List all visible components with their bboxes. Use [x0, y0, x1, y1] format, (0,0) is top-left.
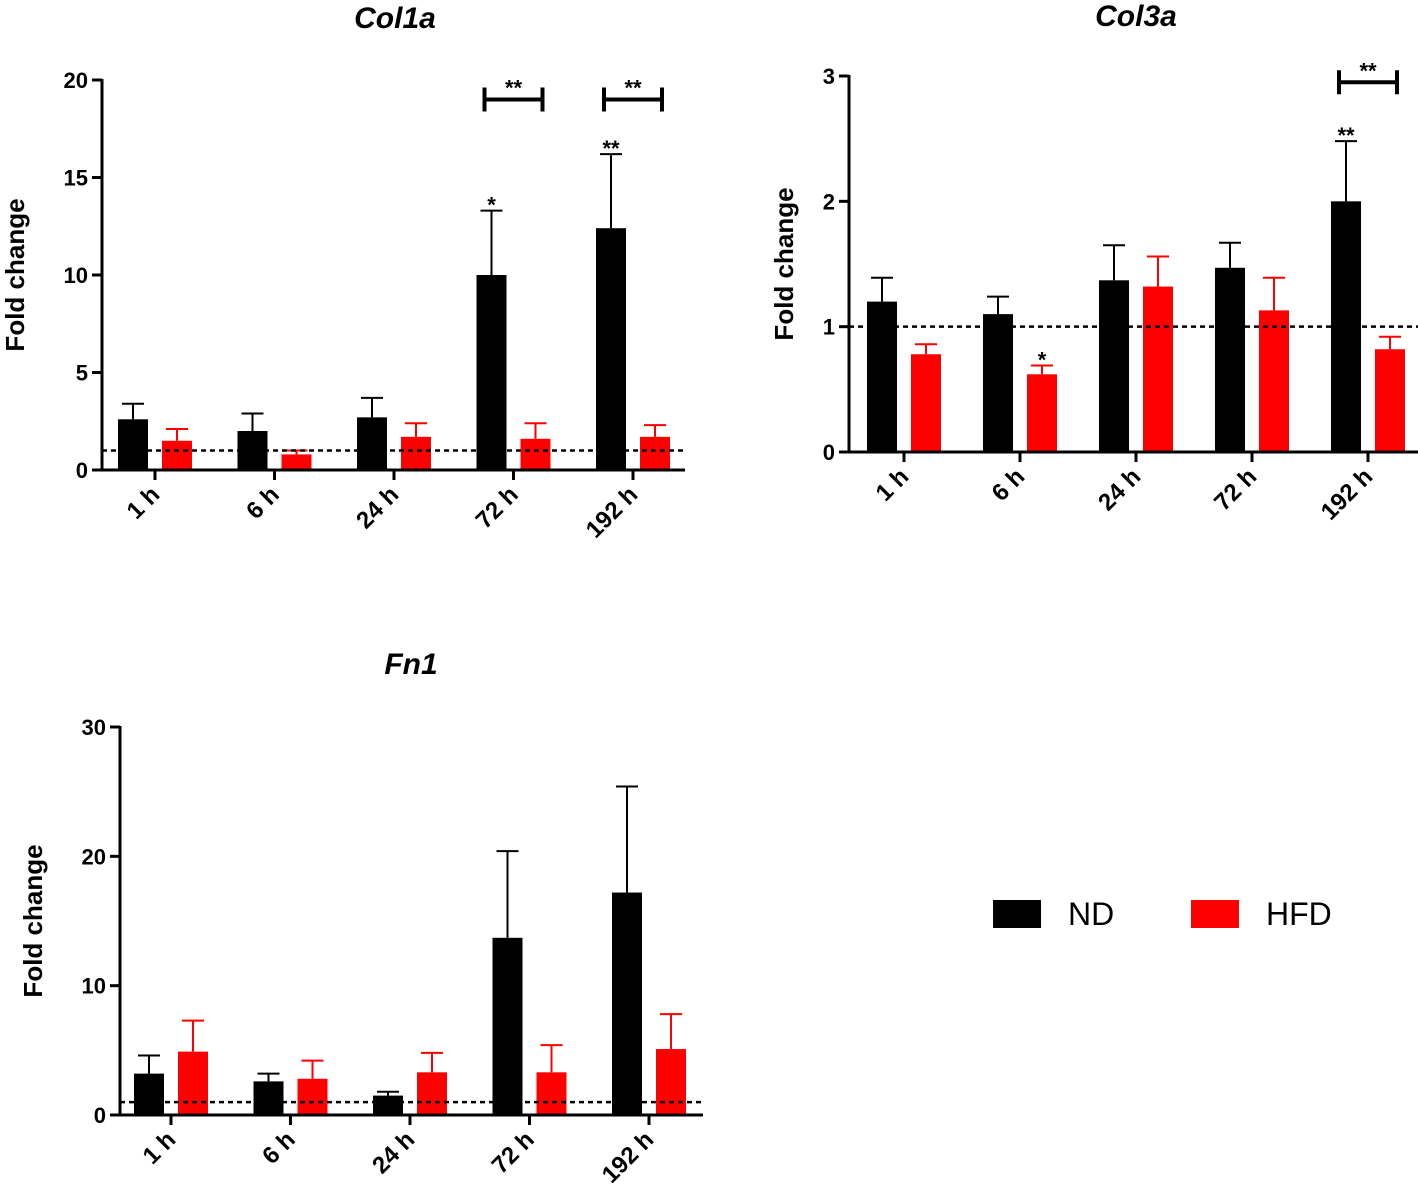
chart-title: Col1a — [354, 2, 436, 35]
bar-hfd-2 — [1143, 286, 1173, 452]
y-tick-label: 1 — [823, 315, 835, 340]
y-tick-label: 10 — [82, 974, 106, 999]
bracket-significance-label: ** — [624, 76, 642, 101]
bar-hfd-4 — [656, 1049, 686, 1115]
y-tick-label: 0 — [94, 1103, 106, 1128]
legend-label-nd: ND — [1068, 896, 1114, 932]
bar-hfd-1 — [297, 1078, 328, 1115]
legend-swatch-nd — [993, 900, 1041, 928]
y-tick-label: 5 — [76, 361, 88, 386]
x-tick-label: 192 h — [597, 1126, 659, 1188]
bar-nd-2 — [373, 1095, 403, 1115]
x-tick-label: 72 h — [487, 1126, 540, 1179]
chart-title: Col3a — [1095, 0, 1177, 33]
x-tick-label: 192 h — [1316, 463, 1378, 525]
bar-nd-2 — [357, 417, 387, 470]
y-tick-label: 15 — [64, 166, 88, 191]
y-axis-label: Fold change — [0, 198, 30, 351]
bar-nd-0 — [134, 1073, 164, 1115]
legend-label-hfd: HFD — [1266, 896, 1332, 932]
x-tick-label: 1 h — [138, 1126, 182, 1170]
y-tick-label: 10 — [64, 263, 88, 288]
y-tick-label: 0 — [76, 458, 88, 483]
bar-hfd-1 — [281, 454, 312, 470]
bar-nd-3 — [492, 937, 523, 1115]
y-tick-label: 0 — [823, 440, 835, 465]
legend-swatch-hfd — [1191, 900, 1239, 928]
bar-hfd-0 — [911, 354, 941, 452]
x-tick-label: 1 h — [122, 481, 166, 525]
bar-hfd-3 — [1259, 310, 1289, 452]
x-tick-label: 1 h — [871, 463, 915, 507]
chart-col1a: Col1a Fold change 0 5 10 15 20 1 h 6 h 24 h 72 h 19… — [0, 2, 685, 544]
bar-hfd-1 — [1027, 374, 1057, 452]
y-axis-label: Fold change — [769, 187, 799, 340]
bar-nd-4 — [596, 228, 626, 470]
legend: ND HFD — [993, 896, 1332, 932]
bar-nd-4 — [612, 892, 642, 1115]
y-tick-label: 3 — [823, 64, 835, 89]
bar-hfd-4 — [1375, 349, 1405, 452]
bar-nd-3 — [476, 275, 507, 470]
chart-fn1: Fn1 Fold change 0 10 20 30 1 h 6 h 24 h 72 h 192 h — [18, 648, 703, 1189]
x-tick-label: 6 h — [241, 481, 285, 525]
significance-marker: * — [487, 193, 496, 218]
bar-nd-0 — [118, 419, 148, 470]
bracket-significance-label: ** — [1359, 58, 1377, 83]
y-axis-label: Fold change — [18, 844, 48, 997]
y-tick-label: 30 — [82, 715, 106, 740]
bar-hfd-0 — [162, 440, 192, 470]
significance-marker: * — [1038, 348, 1047, 373]
chart-col3a: Col3a Fold change 0 1 2 3 1 h 6 h 24 h 72 h 192 h *… — [769, 0, 1418, 526]
significance-marker: ** — [1337, 123, 1355, 148]
y-tick-label: 20 — [64, 68, 88, 93]
y-tick-label: 2 — [823, 189, 835, 214]
y-tick-label: 20 — [82, 844, 106, 869]
bar-hfd-4 — [640, 436, 670, 470]
chart-title: Fn1 — [384, 648, 437, 681]
bar-nd-0 — [867, 301, 897, 452]
x-tick-label: 24 h — [367, 1126, 420, 1179]
x-tick-label: 72 h — [1209, 463, 1262, 516]
x-tick-label: 24 h — [351, 481, 404, 534]
bracket-significance-label: ** — [505, 76, 523, 101]
bar-nd-1 — [983, 314, 1013, 452]
bar-nd-3 — [1215, 267, 1245, 452]
x-tick-label: 6 h — [257, 1126, 301, 1170]
x-tick-label: 24 h — [1093, 463, 1146, 516]
bar-hfd-3 — [520, 438, 551, 470]
x-tick-label: 72 h — [471, 481, 524, 534]
bar-hfd-2 — [417, 1072, 447, 1115]
bar-hfd-0 — [178, 1051, 208, 1115]
bar-nd-2 — [1099, 280, 1129, 452]
bar-hfd-2 — [401, 436, 431, 470]
significance-marker: ** — [602, 136, 620, 161]
bar-hfd-3 — [536, 1072, 567, 1115]
bar-nd-1 — [253, 1081, 284, 1115]
x-tick-label: 6 h — [987, 463, 1031, 507]
x-tick-label: 192 h — [581, 481, 643, 543]
bar-nd-1 — [237, 431, 268, 470]
